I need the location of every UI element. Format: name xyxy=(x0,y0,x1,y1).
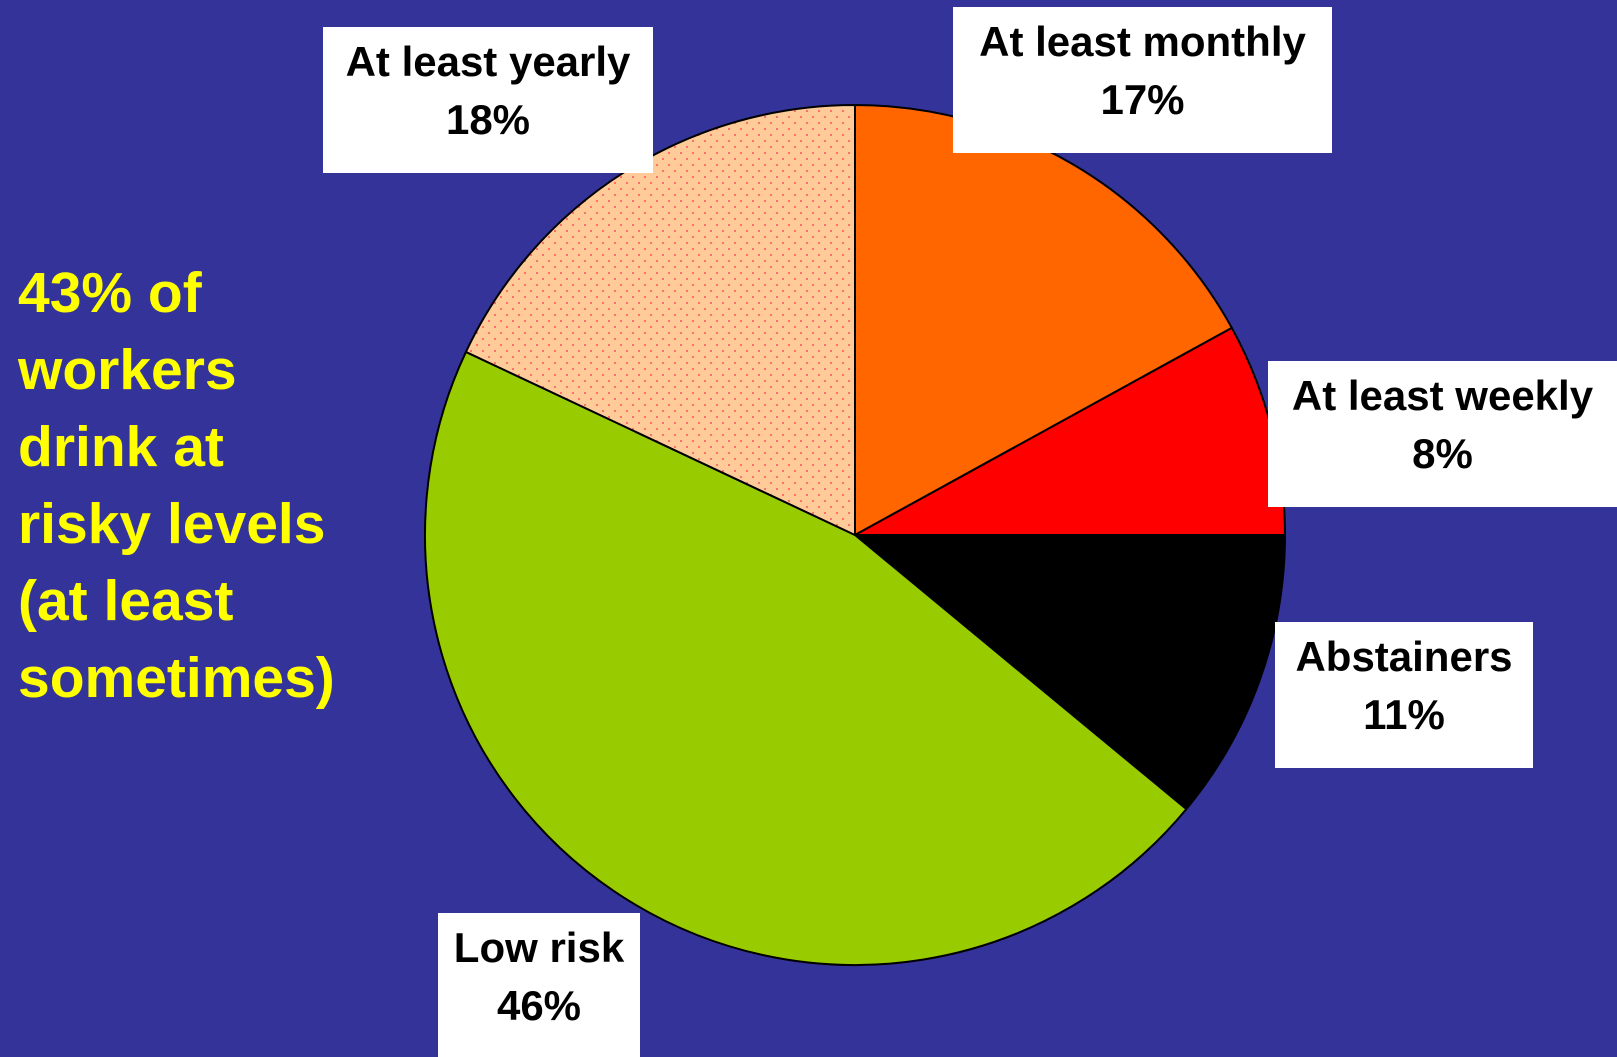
slice-label-name: At least weekly xyxy=(1291,372,1594,419)
pie-slice-abstainers xyxy=(854,534,1286,811)
slice-label-value: 11% xyxy=(1363,691,1445,738)
risk-annotation: 43% of workers drink at risky levels (at… xyxy=(18,255,398,717)
annotation-line: (at least xyxy=(18,569,234,633)
annotation-line: drink at xyxy=(18,415,224,479)
annotation-line: sometimes) xyxy=(18,646,335,710)
slice-label-value: 46% xyxy=(496,982,582,1029)
slice-label-name: At least monthly xyxy=(979,18,1306,65)
slice-label-at-least-monthly: At least monthly 17% xyxy=(953,7,1332,153)
slice-label-name: At least yearly xyxy=(345,38,631,85)
pie-slice-at-least-monthly xyxy=(854,104,1233,536)
slice-label-at-least-weekly: At least weekly 8% xyxy=(1268,361,1617,507)
slice-label-name: Low risk xyxy=(453,924,625,971)
annotation-line: 43% of xyxy=(18,261,202,325)
slice-label-low-risk: Low risk 46% xyxy=(438,913,640,1057)
pie-slice-low-risk xyxy=(423,350,1188,967)
annotation-line: workers xyxy=(18,338,237,402)
slice-label-at-least-yearly: At least yearly 18% xyxy=(323,27,653,173)
slice-label-value: 18% xyxy=(445,96,531,143)
annotation-line: risky levels xyxy=(18,492,326,556)
pie-slices xyxy=(423,104,1286,967)
slice-label-abstainers: Abstainers 11% xyxy=(1275,622,1533,768)
slice-label-value: 17% xyxy=(1100,76,1185,123)
slice-label-name: Abstainers xyxy=(1295,633,1513,680)
slice-label-value: 8% xyxy=(1412,430,1473,477)
